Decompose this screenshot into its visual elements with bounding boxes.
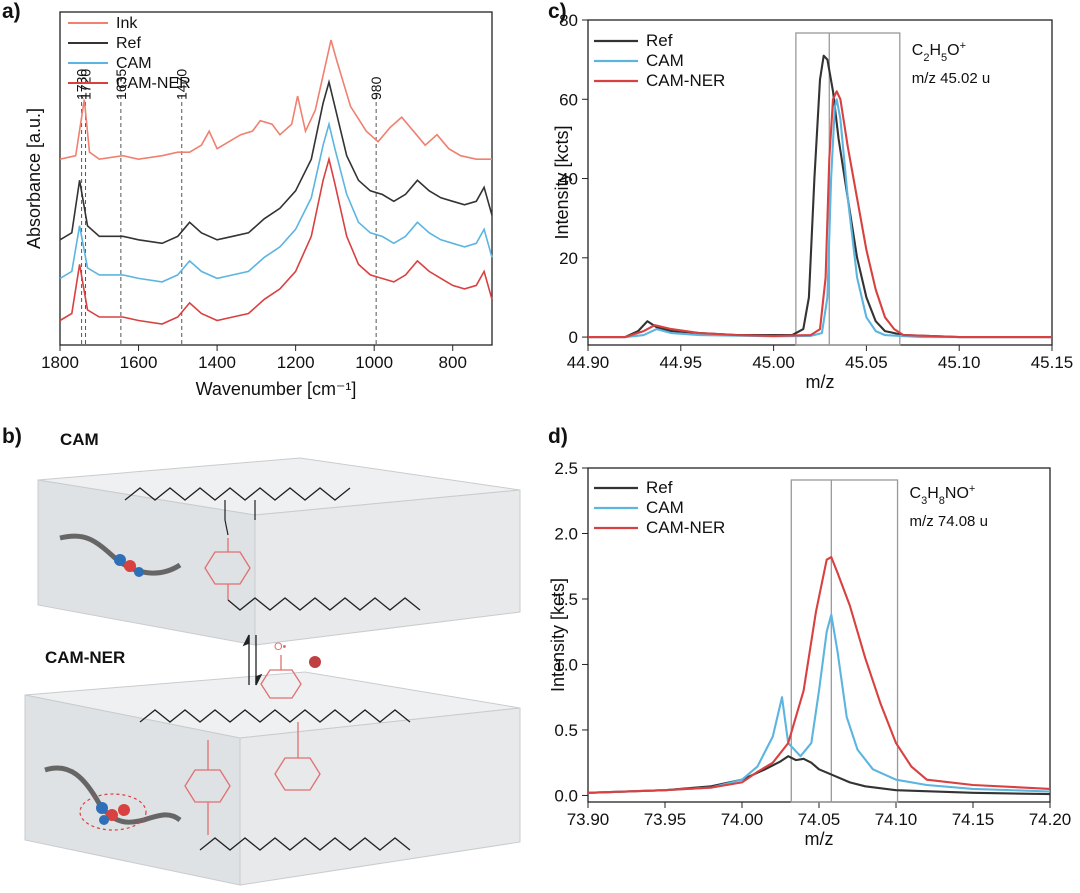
- x-tick-label: 45.05: [845, 353, 888, 372]
- y-tick-label: 80: [559, 11, 578, 30]
- ion-formula: C2H5O+: [912, 40, 966, 64]
- y-axis-label: Intensity [kcts]: [552, 125, 572, 239]
- red-bead-icon: [124, 560, 136, 572]
- y-tick-label: 2.5: [554, 459, 578, 478]
- free-nitroxide-icon: [260, 655, 302, 699]
- legend-label: Ink: [116, 15, 138, 32]
- x-tick-label: 44.90: [567, 353, 610, 372]
- legend-label: CAM-NER: [646, 71, 725, 90]
- legend-label: CAM: [116, 55, 152, 72]
- x-tick-label: 45.00: [752, 353, 795, 372]
- ion-mass-label: m/z 74.08 u: [910, 513, 988, 530]
- piperidine-ring-icon: [204, 538, 251, 600]
- legend-label: Ref: [646, 31, 673, 50]
- integration-window: [795, 32, 901, 346]
- polymer-backbone-top: [124, 487, 351, 501]
- x-tick-label: 45.15: [1031, 353, 1074, 372]
- peak-marker-label: 1635: [113, 69, 129, 100]
- series-line-ref: [588, 54, 1052, 339]
- x-tick-label: 800: [439, 353, 467, 372]
- series-line-cam: [587, 613, 1051, 794]
- radical-bead-icon: [309, 656, 321, 668]
- x-tick-label: 1000: [355, 353, 393, 372]
- legend-label: CAM: [646, 51, 684, 70]
- y-axis-label: Intensity [kcts]: [548, 578, 568, 692]
- plot-frame: [59, 11, 493, 346]
- y-tick-label: 20: [559, 249, 578, 268]
- y-tick-label: 60: [559, 90, 578, 109]
- peak-marker-label: 980: [368, 76, 384, 100]
- panel-label-c: c): [548, 0, 567, 23]
- blue-bead-icon: [134, 567, 144, 577]
- polymer-backbone-top-lower: [227, 597, 421, 611]
- ion-mass-label: m/z 45.02 u: [912, 70, 990, 87]
- red-bead-icon: [106, 809, 118, 821]
- panel-label-d: d): [548, 425, 568, 448]
- x-axis-label: Wavenumber [cm⁻¹]: [196, 379, 357, 399]
- panel-label-a: a): [2, 0, 21, 23]
- y-tick-label: 0.0: [554, 786, 578, 805]
- series-line-cam-ner: [59, 156, 493, 325]
- x-tick-label: 74.20: [1029, 810, 1072, 829]
- cam-title: CAM: [60, 430, 99, 449]
- x-tick-label: 74.05: [798, 810, 841, 829]
- x-axis-label: m/z: [806, 372, 835, 392]
- interaction-ellipse: [79, 793, 147, 831]
- polymer-crosslink-top: [224, 500, 256, 536]
- series-line-cam-ner: [587, 556, 1051, 794]
- peak-marker-label: 1730: [74, 69, 90, 100]
- blue-bead-icon: [96, 802, 108, 814]
- blue-bead-icon: [114, 554, 126, 566]
- y-axis-label: Absorbance [a.u.]: [24, 108, 44, 249]
- series-line-ink: [59, 39, 492, 161]
- y-tick-label: 0: [569, 328, 578, 347]
- polymer-backbone-bottom: [139, 709, 411, 723]
- x-tick-label: 73.90: [567, 810, 610, 829]
- y-tick-label: 1.5: [554, 590, 578, 609]
- x-tick-label: 74.15: [952, 810, 995, 829]
- nitroxide-label: O•: [274, 641, 287, 653]
- x-axis-label: m/z: [805, 829, 834, 849]
- integration-window: [790, 479, 899, 803]
- y-tick-label: 0.5: [554, 721, 578, 740]
- cam-slab: [37, 457, 521, 646]
- y-tick-label: 40: [559, 170, 578, 189]
- adhesion-chain-bottom: [44, 765, 182, 825]
- x-tick-label: 74.10: [875, 810, 918, 829]
- bound-nitroxide-icon: [184, 722, 321, 835]
- series-line-cam: [59, 121, 493, 283]
- ms-c3h8no-chart: 73.90 73.95 74.00 74.05 74.10 74.15 74.20 0.0 0.…: [548, 459, 1072, 849]
- x-tick-label: 44.95: [660, 353, 703, 372]
- cam-ner-slab: [24, 671, 521, 886]
- x-tick-label: 1800: [41, 353, 79, 372]
- series-line-ref: [59, 78, 493, 245]
- cam-ner-title: CAM-NER: [45, 648, 126, 667]
- y-tick-label: 2.0: [554, 524, 578, 543]
- x-tick-label: 74.00: [721, 810, 764, 829]
- x-tick-label: 1600: [120, 353, 158, 372]
- red-bead-icon: [118, 804, 130, 816]
- polymer-network-schematic: O•: [24, 457, 521, 886]
- peak-marker-label: 1470: [174, 69, 190, 100]
- legend-label: Ref: [116, 35, 141, 52]
- ms-c2h5o-chart: 44.90 44.95 45.00 45.05 45.10 45.15 0 20 40 60 80 R…: [552, 11, 1074, 392]
- x-tick-label: 45.10: [938, 353, 981, 372]
- peak-marker-label: 1720: [78, 69, 94, 100]
- panel-label-b: b): [2, 425, 22, 448]
- legend-label: Ref: [646, 478, 673, 497]
- x-tick-label: 73.95: [644, 810, 687, 829]
- equilibrium-arrows-icon: [242, 634, 263, 686]
- legend-label: CAM: [646, 498, 684, 517]
- polymer-backbone-bottom-lower: [199, 837, 411, 851]
- legend-label: CAM-NER: [116, 75, 191, 92]
- ion-formula: C3H8NO+: [910, 483, 976, 507]
- x-tick-label: 1200: [277, 353, 315, 372]
- blue-bead-icon: [99, 815, 109, 825]
- legend-label: CAM-NER: [646, 518, 725, 537]
- y-tick-label: 1.0: [554, 655, 578, 674]
- series-line-cam: [588, 98, 1052, 339]
- x-tick-label: 1400: [198, 353, 236, 372]
- series-line-cam-ner: [588, 90, 1052, 339]
